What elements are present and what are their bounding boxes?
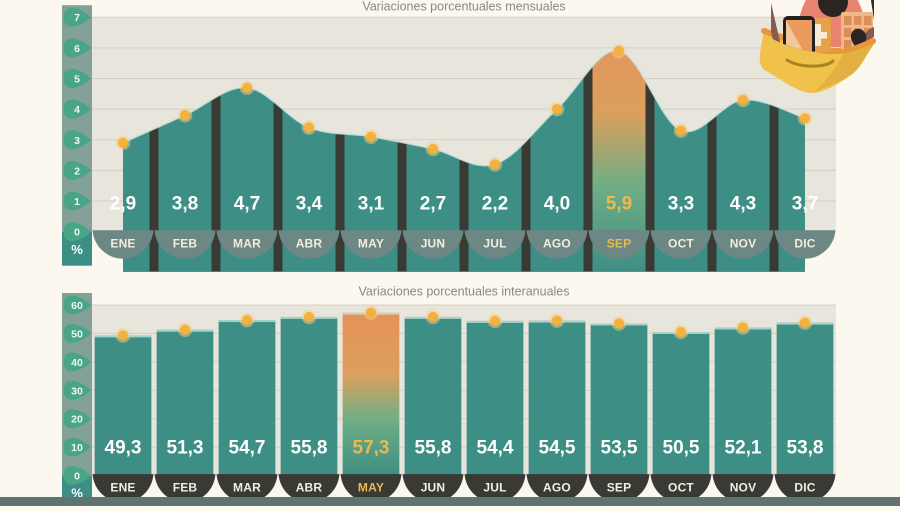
- svg-text:57,3: 57,3: [353, 438, 390, 459]
- svg-text:53,8: 53,8: [787, 438, 824, 459]
- svg-text:MAR: MAR: [233, 480, 261, 494]
- svg-text:60: 60: [71, 300, 83, 312]
- svg-text:JUL: JUL: [483, 480, 506, 494]
- svg-text:3,7: 3,7: [792, 194, 818, 215]
- svg-text:ENE: ENE: [110, 236, 135, 250]
- svg-text:MAR: MAR: [233, 236, 261, 250]
- svg-text:ABR: ABR: [296, 480, 323, 494]
- svg-text:5,9: 5,9: [606, 194, 632, 215]
- svg-text:Variaciones porcentuales inter: Variaciones porcentuales interanuales: [358, 285, 569, 299]
- svg-text:FEB: FEB: [173, 480, 198, 494]
- svg-text:2,2: 2,2: [482, 194, 508, 215]
- svg-text:20: 20: [71, 414, 83, 426]
- svg-text:55,8: 55,8: [291, 438, 328, 459]
- svg-text:0: 0: [74, 471, 80, 483]
- svg-text:54,4: 54,4: [477, 438, 514, 459]
- svg-text:Variaciones porcentuales mensu: Variaciones porcentuales mensuales: [362, 0, 565, 13]
- svg-text:52,1: 52,1: [725, 438, 762, 459]
- svg-text:SEP: SEP: [607, 236, 632, 250]
- svg-text:ABR: ABR: [296, 236, 323, 250]
- svg-text:SEP: SEP: [607, 480, 632, 494]
- svg-text:1: 1: [74, 196, 80, 208]
- svg-text:2,9: 2,9: [110, 194, 136, 215]
- svg-text:DIC: DIC: [794, 480, 815, 494]
- svg-text:10: 10: [71, 442, 83, 454]
- svg-text:DIC: DIC: [794, 236, 815, 250]
- svg-text:5: 5: [74, 73, 80, 85]
- svg-text:MAY: MAY: [358, 236, 384, 250]
- svg-text:JUN: JUN: [421, 236, 446, 250]
- svg-text:ENE: ENE: [110, 480, 135, 494]
- svg-text:3,4: 3,4: [296, 194, 323, 215]
- svg-text:OCT: OCT: [668, 236, 694, 250]
- svg-text:3: 3: [74, 135, 80, 147]
- svg-text:4: 4: [74, 104, 80, 116]
- svg-text:55,8: 55,8: [415, 438, 452, 459]
- svg-text:54,5: 54,5: [539, 438, 576, 459]
- svg-text:%: %: [71, 242, 83, 257]
- svg-text:50: 50: [71, 328, 83, 340]
- svg-text:3,8: 3,8: [172, 194, 198, 215]
- svg-text:NOV: NOV: [730, 480, 757, 494]
- svg-text:3,1: 3,1: [358, 194, 385, 215]
- svg-text:6: 6: [74, 43, 80, 55]
- svg-text:4,3: 4,3: [730, 194, 756, 215]
- svg-text:0: 0: [74, 227, 80, 239]
- svg-text:7: 7: [74, 12, 80, 24]
- svg-text:49,3: 49,3: [105, 438, 142, 459]
- svg-text:51,3: 51,3: [167, 438, 204, 459]
- svg-text:2,7: 2,7: [420, 194, 446, 215]
- svg-text:50,5: 50,5: [663, 438, 700, 459]
- svg-text:4,0: 4,0: [544, 194, 570, 215]
- svg-text:FEB: FEB: [173, 236, 198, 250]
- svg-text:54,7: 54,7: [229, 438, 266, 459]
- svg-text:30: 30: [71, 385, 83, 397]
- svg-text:53,5: 53,5: [601, 438, 638, 459]
- svg-text:JUL: JUL: [483, 236, 506, 250]
- svg-text:OCT: OCT: [668, 480, 694, 494]
- svg-text:2: 2: [74, 165, 80, 177]
- svg-text:JUN: JUN: [421, 480, 446, 494]
- svg-text:AGO: AGO: [543, 480, 571, 494]
- svg-text:3,3: 3,3: [668, 194, 694, 215]
- svg-text:MAY: MAY: [358, 480, 384, 494]
- svg-text:AGO: AGO: [543, 236, 571, 250]
- svg-text:4,7: 4,7: [234, 194, 260, 215]
- svg-text:40: 40: [71, 357, 83, 369]
- svg-text:NOV: NOV: [730, 236, 757, 250]
